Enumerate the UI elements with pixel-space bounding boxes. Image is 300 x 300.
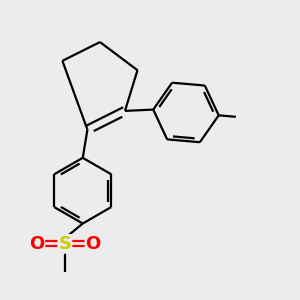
Text: O: O (85, 235, 101, 253)
Text: S: S (58, 235, 71, 253)
Text: O: O (29, 235, 44, 253)
